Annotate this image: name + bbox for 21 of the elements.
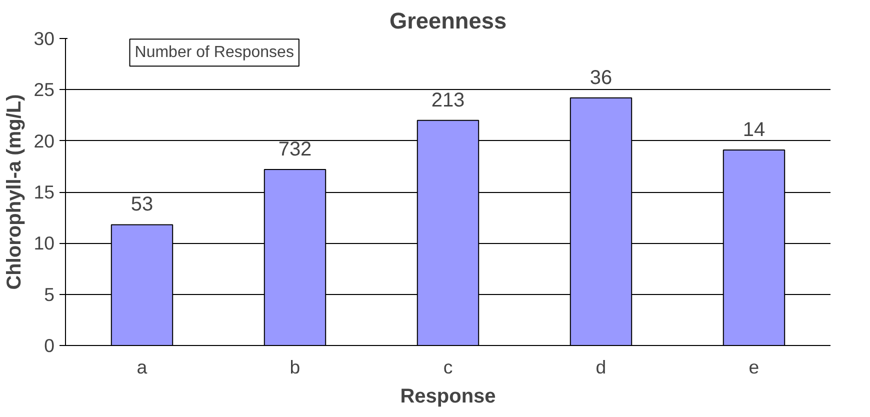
y-tick-label: 30 (34, 28, 55, 49)
x-tick-label: c (443, 356, 453, 378)
annotation: 213 (431, 89, 465, 112)
annotation: 53 (130, 194, 154, 216)
y-tick-label: 25 (34, 79, 55, 100)
annotation: Number of Responses (134, 44, 294, 62)
chart-title: Greenness (389, 8, 507, 34)
x-tick-label: e (748, 356, 760, 378)
x-tick-label: a (136, 356, 148, 378)
x-axis-title: Response (400, 386, 496, 408)
x-tick-label: d (596, 356, 606, 378)
x-tick-label: b (290, 356, 300, 378)
annotation: 14 (742, 119, 766, 142)
annotation: 732 (278, 138, 312, 160)
y-tick-label: 5 (44, 284, 55, 305)
y-axis-title: Chlorophyll-a (mg/L) (4, 94, 26, 290)
y-tick-label: 15 (34, 182, 55, 202)
y-tick-label: 0 (44, 335, 55, 356)
y-tick-label: 10 (34, 232, 55, 254)
y-tick-label: 20 (34, 130, 55, 152)
annotation: 36 (590, 66, 612, 89)
